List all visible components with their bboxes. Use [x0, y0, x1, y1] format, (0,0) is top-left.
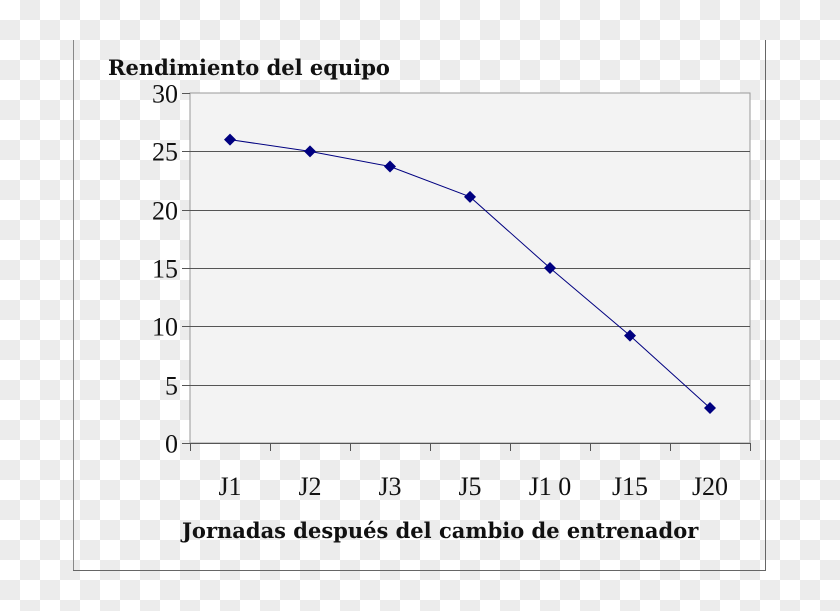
y-tick-label: 25 [152, 138, 178, 167]
x-tick-label: J2 [298, 472, 321, 501]
data-point [304, 145, 316, 158]
data-point [384, 160, 396, 173]
data-point [624, 329, 636, 342]
data-point [464, 190, 476, 203]
x-tick-label: J1 0 [529, 472, 572, 501]
y-axis-label: Rendimiento del equipo [108, 55, 390, 80]
y-tick-label: 0 [165, 430, 178, 459]
x-axis-label: Jornadas después del cambio de entrenado… [180, 518, 699, 543]
x-tick-label: J15 [612, 472, 648, 501]
x-tick-label: J20 [692, 472, 728, 501]
y-tick-label: 10 [152, 313, 178, 342]
y-tick-label: 30 [152, 80, 178, 109]
x-tick-label: J5 [458, 472, 481, 501]
y-tick-label: 15 [152, 255, 178, 284]
y-tick-label: 5 [165, 372, 178, 401]
x-tick-label: J3 [378, 472, 401, 501]
data-point [704, 402, 716, 414]
x-tick-label: J1 [218, 472, 241, 501]
data-point [544, 262, 556, 274]
y-tick-label: 20 [152, 197, 178, 226]
data-point [224, 133, 236, 146]
